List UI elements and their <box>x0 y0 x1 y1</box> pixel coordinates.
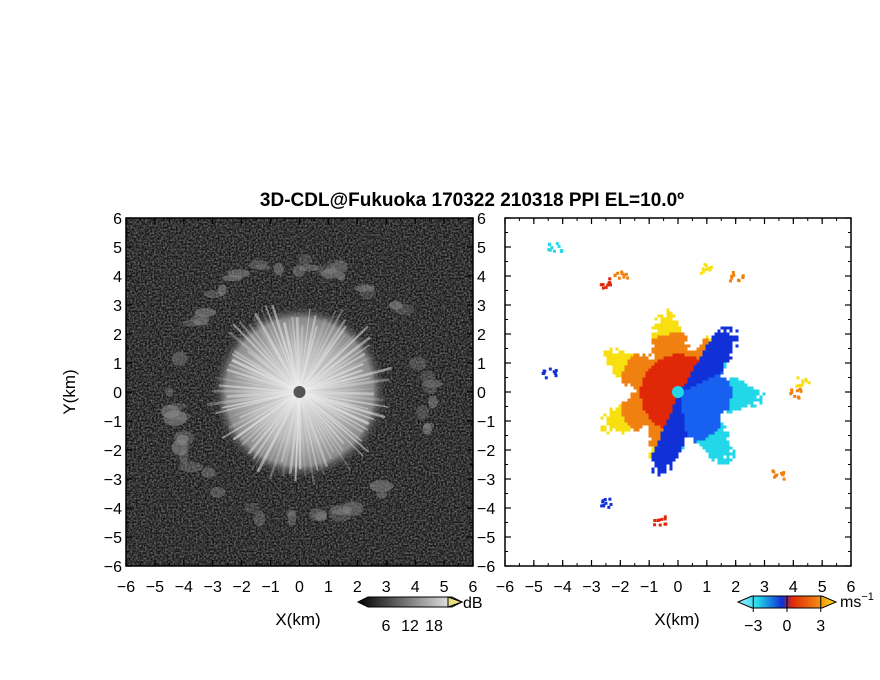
y-tick-label: −4 <box>104 501 122 518</box>
y-tick-label-right: 6 <box>477 211 486 228</box>
x-tick-label: 0 <box>295 579 304 596</box>
x-tick-label: −5 <box>146 579 164 596</box>
x-tick-label: 4 <box>789 579 798 596</box>
colorbar-tick-label: 0 <box>783 618 792 635</box>
x-tick-label: 6 <box>847 579 856 596</box>
y-tick-label: 1 <box>113 356 122 373</box>
x-tick-label: −1 <box>261 579 279 596</box>
x-tick-label: −3 <box>582 579 600 596</box>
x-tick-label: −4 <box>554 579 572 596</box>
y-tick-label: 5 <box>113 240 122 257</box>
y-tick-label-right: −2 <box>477 443 495 460</box>
left-ticks: −6 −5 −4 −3 −2 −1 0 1 2 3 4 5 66 65 54 43 32 21 10 0−1 −1−2−… <box>104 211 496 596</box>
x-tick-label: −2 <box>233 579 251 596</box>
x-tick-label: 5 <box>440 579 449 596</box>
chart-title: 3D-CDL@Fukuoka 170322 210318 PPI EL=10.0… <box>260 190 684 211</box>
x-tick-label: 4 <box>411 579 420 596</box>
x-tick-label: −5 <box>525 579 543 596</box>
x-tick-label: −1 <box>640 579 658 596</box>
x-tick-label: 0 <box>674 579 683 596</box>
colorbar-ticks-velocity: −3 0 3 <box>744 596 825 635</box>
x-tick-label: 3 <box>382 579 391 596</box>
y-tick-label-right: −6 <box>477 559 495 576</box>
left-x-axis-label: X(km) <box>275 610 320 629</box>
x-tick-label: −6 <box>496 579 514 596</box>
y-tick-label: −3 <box>104 472 122 489</box>
colorbar-tick-label: 12 <box>401 618 419 635</box>
y-tick-label: 2 <box>113 327 122 344</box>
aerosol-ring <box>160 254 443 527</box>
velocity-colorbar: ms−1 −3 0 3 <box>736 591 874 635</box>
x-tick-label: −3 <box>204 579 222 596</box>
colorbar-tick-label: 3 <box>816 618 825 635</box>
x-tick-label: 6 <box>469 579 478 596</box>
radar-site-dot <box>293 386 306 398</box>
y-tick-label-right: −1 <box>477 414 495 431</box>
y-tick-label-right: 4 <box>477 269 486 286</box>
y-tick-label: −2 <box>104 443 122 460</box>
y-tick-label-right: −4 <box>477 501 495 518</box>
velocity-image <box>505 218 851 566</box>
backscatter-panel: −6 −5 −4 −3 −2 −1 0 1 2 3 4 5 66 65 54 43 32 21 10 0−1 −1−2−… <box>60 211 495 629</box>
y-tick-label-right: 5 <box>477 240 486 257</box>
y-axis-label: Y(km) <box>60 369 79 414</box>
radial-streaks <box>208 304 392 486</box>
x-tick-label: 1 <box>702 579 711 596</box>
y-tick-label: 0 <box>113 385 122 402</box>
x-tick-label: −6 <box>117 579 135 596</box>
y-tick-label: −5 <box>104 530 122 547</box>
colorbar-unit-db: dB <box>463 595 483 612</box>
y-tick-label-right: 1 <box>477 356 486 373</box>
right-x-axis-label: X(km) <box>654 610 699 629</box>
x-tick-label: 3 <box>760 579 769 596</box>
colorbar-tick-label: 6 <box>382 618 391 635</box>
y-tick-label: −6 <box>104 559 122 576</box>
y-tick-label: 6 <box>113 211 122 228</box>
colorbar-ticks-db: 6 12 18 <box>382 618 443 635</box>
y-tick-label: −1 <box>104 414 122 431</box>
colorbar-unit-ms: ms−1 <box>840 591 874 611</box>
x-tick-label: 2 <box>353 579 362 596</box>
backscatter-image <box>126 218 473 566</box>
velocity-field <box>541 242 811 527</box>
x-tick-label: 5 <box>818 579 827 596</box>
colorbar-tick-label: −3 <box>744 618 762 635</box>
x-tick-label: 2 <box>731 579 740 596</box>
x-tick-label: −4 <box>175 579 193 596</box>
y-tick-label-right: −3 <box>477 472 495 489</box>
colorbar-tick-label: 18 <box>425 618 443 635</box>
y-tick-label-right: −5 <box>477 530 495 547</box>
y-tick-label-right: 3 <box>477 298 486 315</box>
y-tick-label-right: 2 <box>477 327 486 344</box>
y-tick-label: 3 <box>113 298 122 315</box>
y-tick-label: 4 <box>113 269 122 286</box>
right-ticks: −6 −5 −4 −3 −2 −1 0 1 2 3 4 5 6 <box>496 217 856 596</box>
radar-site-marker <box>672 386 684 398</box>
velocity-panel: −6 −5 −4 −3 −2 −1 0 1 2 3 4 5 6 X(km) <box>496 217 856 629</box>
x-tick-label: −2 <box>611 579 629 596</box>
x-tick-label: 1 <box>324 579 333 596</box>
y-tick-label-right: 0 <box>477 385 486 402</box>
backscatter-colorbar: dB 6 12 18 <box>356 595 483 635</box>
